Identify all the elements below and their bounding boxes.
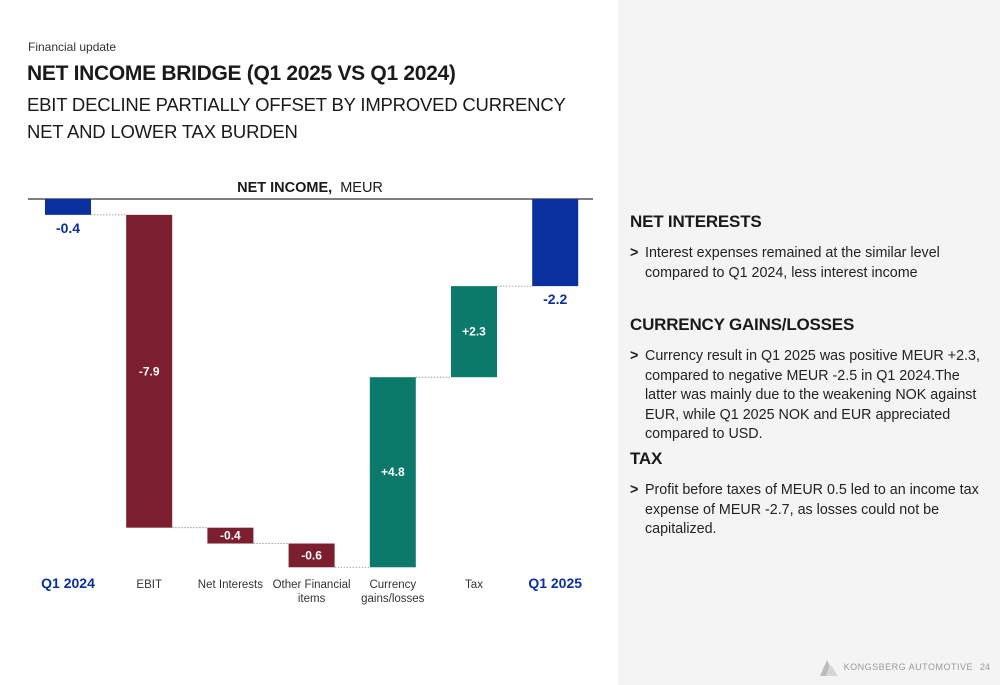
category-label-0: Q1 2024 (41, 575, 95, 591)
chart-value-labels: -0.4 -7.9 -0.4 -0.6 +4.8 +2.3 -2.2 (56, 220, 568, 563)
category-label-4: gains/losses (361, 593, 425, 605)
value-label-3: -0.6 (301, 548, 322, 562)
value-label-6: -2.2 (543, 291, 567, 307)
value-label-1: -7.9 (139, 364, 160, 378)
left-panel: Financial update NET INCOME BRIDGE (Q1 2… (27, 40, 593, 605)
value-label-4: +4.8 (381, 465, 405, 479)
chart-category-labels: Q1 2024 EBIT Net Interests Other Financial i… (41, 575, 582, 605)
bullet-chevron-icon: > (630, 245, 639, 261)
chart-title: NET INCOME, MEUR (237, 180, 383, 196)
commentary-tax: TAX > Profit before taxes of MEUR 0.5 le… (630, 449, 990, 540)
category-label-2: Net Interests (198, 579, 263, 591)
category-label-3: Other Financial (273, 579, 351, 591)
commentary-panel: NET INTERESTS > Interest expenses remain… (618, 0, 1000, 685)
commentary-text: Currency result in Q1 2025 was positive … (645, 348, 980, 442)
category-label-1: EBIT (136, 579, 162, 591)
bullet-chevron-icon: > (630, 348, 639, 364)
value-label-2: -0.4 (220, 529, 241, 543)
page-title: NET INCOME BRIDGE (Q1 2025 VS Q1 2024) (27, 62, 456, 85)
bar-6 (532, 199, 579, 287)
page-subtitle: EBIT DECLINE PARTIALLY OFFSET BY IMPROVE… (27, 94, 566, 142)
bar-3 (288, 543, 335, 568)
bullet-chevron-icon: > (630, 482, 639, 498)
page-number: 24 (979, 662, 990, 672)
kongsberg-logo-icon (819, 660, 838, 676)
net-income-bridge-chart: NET INCOME, MEUR -0.4 -7.9 -0.4 -0.6 +4.8 +2.… (28, 180, 593, 605)
category-label-3: items (298, 593, 326, 605)
bar-5 (451, 286, 497, 378)
bar-0 (45, 199, 91, 215)
bar-4 (369, 377, 416, 568)
commentary-net-interests: NET INTERESTS > Interest expenses remain… (630, 212, 990, 283)
commentary-text: Interest expenses remained at the simila… (645, 245, 940, 281)
commentary-bullet: > Interest expenses remained at the simi… (630, 244, 990, 283)
category-label-4: Currency (369, 579, 416, 591)
bar-1 (126, 214, 173, 528)
bar-2 (207, 527, 254, 544)
commentary-heading: CURRENCY GAINS/LOSSES (630, 315, 855, 334)
chart-title-bold: NET INCOME, (237, 180, 332, 196)
commentary-currency: CURRENCY GAINS/LOSSES > Currency result … (630, 315, 990, 445)
chart-bars (45, 199, 579, 568)
value-label-0: -0.4 (56, 220, 80, 236)
footer: KONGSBERG AUTOMOTIVE 24 (818, 657, 990, 677)
commentary-heading: TAX (630, 449, 663, 468)
commentary-bullet: > Profit before taxes of MEUR 0.5 led to… (630, 481, 990, 540)
commentary-text: Profit before taxes of MEUR 0.5 led to a… (645, 482, 979, 537)
value-label-5: +2.3 (462, 325, 486, 339)
commentary-heading: NET INTERESTS (630, 212, 762, 231)
category-label-5: Tax (465, 579, 483, 591)
section-label: Financial update (28, 40, 117, 54)
category-label-6: Q1 2025 (528, 575, 582, 591)
commentary-bullet: > Currency result in Q1 2025 was positiv… (630, 347, 990, 445)
footer-brand: KONGSBERG AUTOMOTIVE (843, 662, 973, 672)
chart-title-unit: MEUR (340, 180, 383, 196)
